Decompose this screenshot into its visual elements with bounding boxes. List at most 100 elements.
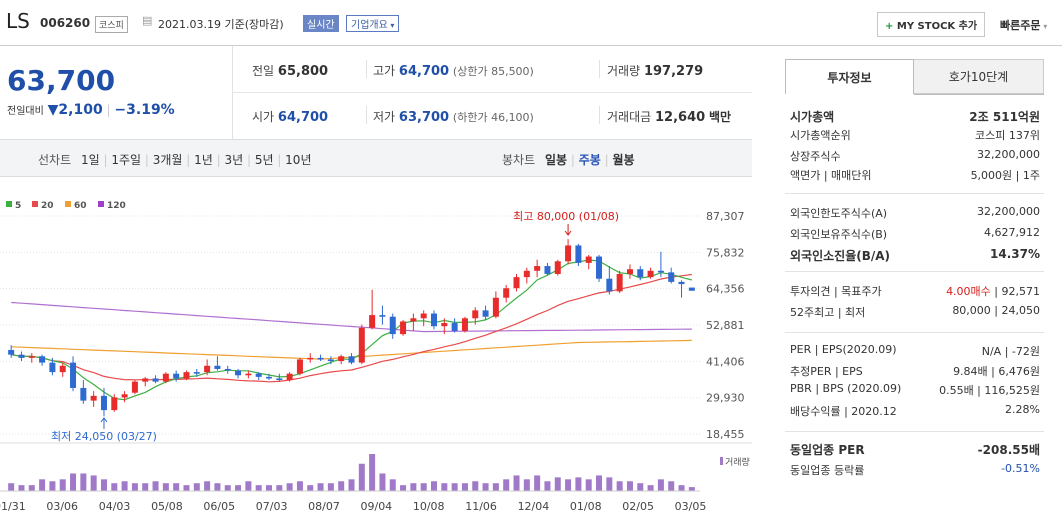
volume-bar [565, 479, 572, 491]
period-2[interactable]: 3개월 [152, 153, 183, 167]
volume-bar [575, 477, 582, 491]
period-3[interactable]: 1년 [194, 153, 213, 167]
candle-body [183, 372, 190, 379]
company-info-dropdown[interactable]: 기업개요 ▾ [346, 15, 400, 32]
volume-bar [678, 485, 685, 491]
x-tick-label: 11/06 [465, 500, 497, 513]
info-value: 14.37% [990, 247, 1040, 261]
info-label: 외국인보유주식수(B) [790, 228, 888, 241]
candle-body [657, 270, 664, 273]
info-row: 투자의견 | 목표주가 4.00매수 | 92,571 [790, 283, 1040, 299]
volume-bar [276, 485, 283, 491]
info-value: 5,000원 | 1주 [970, 169, 1040, 182]
candle-period-2[interactable]: 월봉 [612, 153, 635, 167]
candle-body [410, 318, 417, 322]
candle-body [441, 323, 448, 327]
info-row: 52주최고 | 최저 80,000 | 24,050 [790, 304, 1040, 320]
add-mystock-button[interactable]: + MY STOCK 추가 [877, 12, 986, 37]
low-price: 저가 63,700 (하한가 46,100) [373, 108, 534, 125]
candle-body [265, 376, 272, 379]
volume-bar [18, 485, 25, 491]
volume-bar [534, 475, 541, 491]
volume-bar [616, 481, 623, 491]
period-4[interactable]: 3년 [224, 153, 244, 167]
candle-body [616, 273, 623, 292]
volume-bar [523, 479, 530, 491]
volume-bar [327, 483, 334, 491]
info-label: 외국인소진율(B/A) [790, 249, 891, 263]
x-tick-label: 05/08 [151, 500, 183, 513]
volume-bar [286, 483, 293, 491]
x-tick-label: 07/03 [256, 500, 288, 513]
candle-period-1[interactable]: 주봉 [578, 153, 601, 167]
volume-bar [255, 485, 262, 491]
low-value: 63,700 [398, 110, 450, 125]
calendar-icon: ▤ [142, 14, 153, 27]
info-value: 9.84배 | 6,476원 [953, 365, 1040, 378]
candle-body [317, 357, 324, 360]
info-value: 2조 511억원 [969, 110, 1040, 124]
candle-body [472, 310, 479, 319]
quick-order-link[interactable]: 빠른주문 ▾ [1000, 17, 1047, 33]
candle-body [585, 256, 592, 263]
legend-swatch [32, 201, 38, 207]
volume-bar [204, 481, 211, 491]
info-row: 시가총액 2조 511억원 [790, 108, 1040, 125]
x-tick-label: 08/07 [308, 500, 340, 513]
candle-body [173, 373, 180, 379]
prev-close: 전일 65,800 [252, 62, 328, 79]
candle-body [59, 365, 66, 373]
volume-bar [647, 485, 654, 491]
candle-period-0[interactable]: 일봉 [544, 153, 568, 167]
high-annotation: 최고 80,000 (01/08) [513, 210, 619, 223]
candle-body [338, 356, 345, 362]
candle-body [544, 266, 551, 274]
volume-bar [606, 477, 613, 491]
low-arrow [100, 417, 108, 429]
plus-icon: + [885, 21, 897, 32]
candle-body [513, 277, 520, 289]
y-tick-label: 64,356 [706, 283, 745, 296]
candle-body [204, 365, 211, 373]
candle-body [606, 278, 613, 292]
info-row: 액면가 | 매매단위 5,000원 | 1주 [790, 167, 1040, 183]
info-label: 시가총액순위 [790, 129, 851, 142]
volume-bar [307, 485, 314, 491]
period-1[interactable]: 1주일 [111, 153, 142, 167]
line-chart-periods: 선차트 1일 | 1주일 | 3개월 | 1년 | 3년 | 5년 | 10년 [38, 153, 312, 167]
company-info-label: 기업개요 [351, 20, 388, 31]
y-tick-label: 52,881 [706, 319, 745, 332]
volume-bar [214, 483, 221, 491]
candle-body [451, 323, 458, 331]
candle-body [369, 315, 376, 328]
legend-swatch [6, 201, 12, 207]
candle-body [80, 387, 87, 401]
info-row: 추정PER | EPS 9.84배 | 6,476원 [790, 363, 1040, 379]
tab-quote-10[interactable]: 호가10단계 [914, 59, 1044, 94]
ma20-line [11, 273, 692, 383]
amount-label: 거래대금 [607, 110, 652, 124]
chart-period-bar [0, 139, 752, 177]
volume-bar [544, 481, 551, 491]
volume-bar [389, 479, 396, 491]
tab-invest-info[interactable]: 투자정보 [785, 59, 914, 94]
period-6[interactable]: 10년 [285, 153, 312, 167]
realtime-button[interactable]: 실시간 [303, 15, 339, 32]
period-5[interactable]: 5년 [254, 153, 274, 167]
x-tick-label: 04/03 [99, 500, 131, 513]
info-row: PBR | BPS (2020.09) 0.55배 | 116,525원 [790, 382, 1040, 397]
candle-body [276, 378, 283, 381]
volume-bar [39, 479, 46, 491]
trade-amount: 거래대금 12,640 백만 [607, 108, 731, 125]
volume-bar [59, 479, 66, 491]
period-0[interactable]: 1일 [80, 153, 100, 167]
low-annotation: 최저 24,050 (03/27) [51, 430, 157, 443]
volume-bar [503, 479, 510, 491]
volume-bar [193, 483, 200, 491]
info-value: 4.00매수 | 92,571 [946, 285, 1040, 298]
info-row: 외국인한도주식수(A) 32,200,000 [790, 205, 1040, 221]
volume-bar [152, 481, 159, 491]
volume-bar [369, 454, 376, 491]
volume-label: 거래량 [607, 64, 641, 78]
volume-bar [472, 481, 479, 491]
